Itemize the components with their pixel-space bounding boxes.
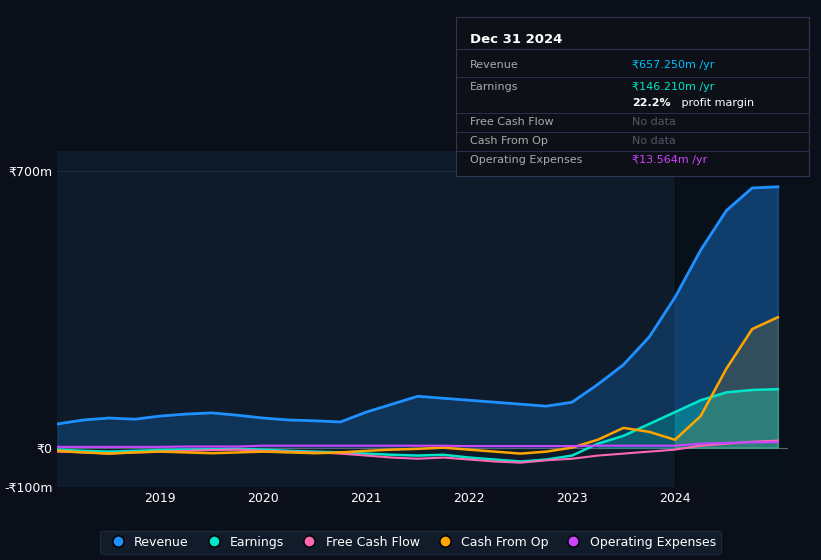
Text: Operating Expenses: Operating Expenses [470, 156, 582, 165]
Text: 22.2%: 22.2% [632, 98, 671, 108]
Text: Dec 31 2024: Dec 31 2024 [470, 32, 562, 46]
Text: ₹146.210m /yr: ₹146.210m /yr [632, 82, 714, 92]
Bar [675, 151, 793, 487]
Text: ₹657.250m /yr: ₹657.250m /yr [632, 60, 714, 69]
Legend: Revenue, Earnings, Free Cash Flow, Cash From Op, Operating Expenses: Revenue, Earnings, Free Cash Flow, Cash … [100, 531, 721, 554]
Text: Cash From Op: Cash From Op [470, 136, 548, 146]
Text: No data: No data [632, 117, 676, 127]
Text: Revenue: Revenue [470, 60, 519, 69]
Text: ₹13.564m /yr: ₹13.564m /yr [632, 156, 708, 165]
Text: Earnings: Earnings [470, 82, 518, 92]
Text: Free Cash Flow: Free Cash Flow [470, 117, 553, 127]
Text: profit margin: profit margin [678, 98, 754, 108]
Text: No data: No data [632, 136, 676, 146]
